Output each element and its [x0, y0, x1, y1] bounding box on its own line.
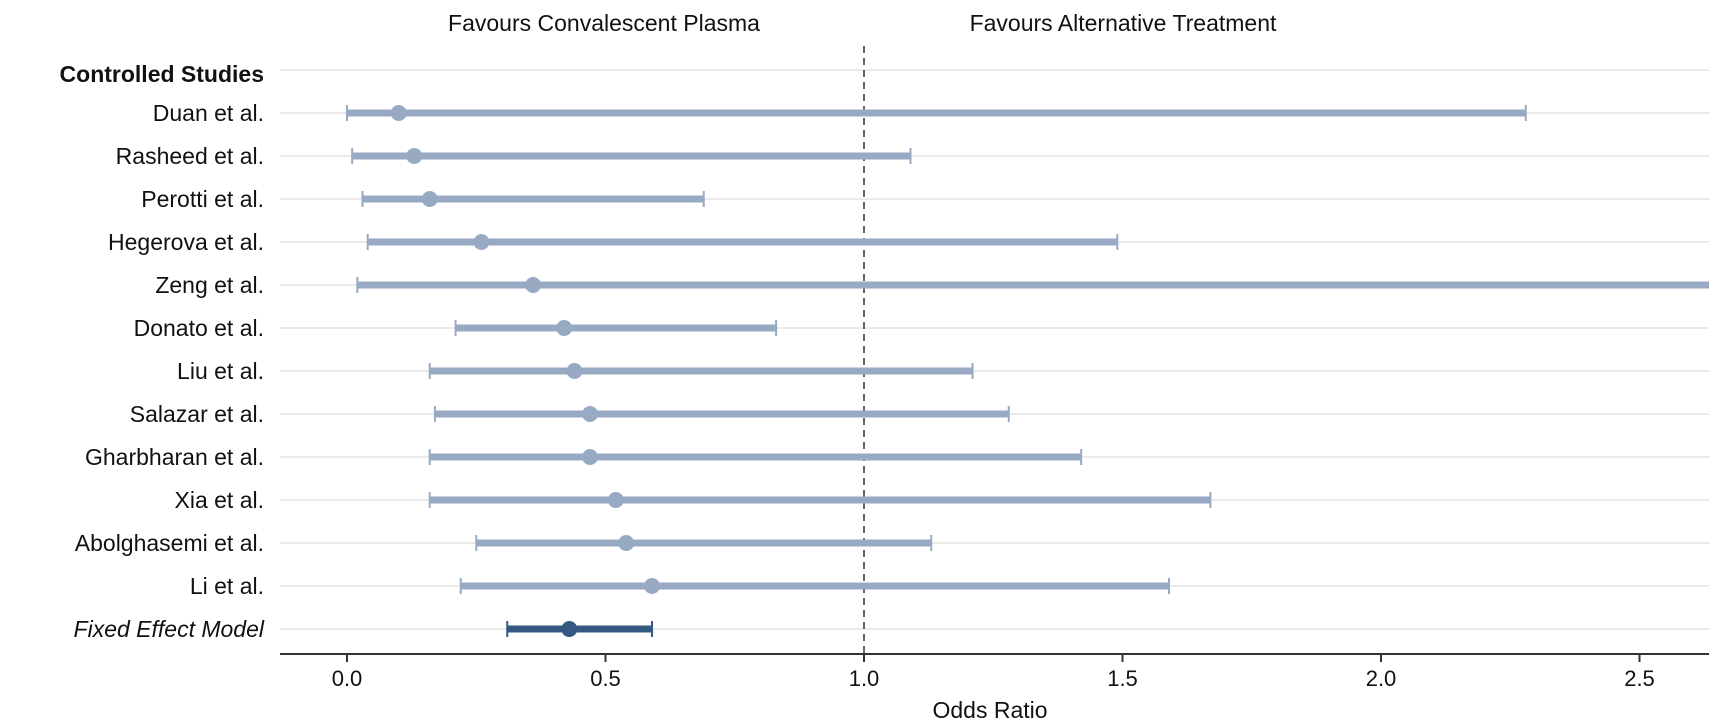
study-row: Hegerova et al.	[108, 229, 1119, 255]
point-estimate	[525, 277, 542, 293]
point-estimate	[473, 234, 490, 250]
study-label: Hegerova et al.	[108, 229, 264, 255]
point-estimate	[607, 492, 624, 508]
point-estimate	[618, 535, 635, 551]
favours-right-label: Favours Alternative Treatment	[970, 10, 1277, 36]
point-estimate	[421, 191, 438, 207]
study-label: Rasheed et al.	[116, 143, 264, 169]
x-tick-label: 1.0	[849, 666, 880, 691]
study-label: Abolghasemi et al.	[75, 530, 264, 556]
study-label: Zeng et al.	[155, 272, 264, 298]
point-estimate	[644, 578, 661, 594]
point-estimate	[406, 148, 423, 164]
x-tick-label: 0.0	[332, 666, 363, 691]
study-label: Li et al.	[190, 573, 264, 599]
study-row: Liu et al.	[177, 358, 974, 384]
point-estimate	[581, 406, 598, 422]
group-heading: Controlled Studies	[60, 61, 264, 87]
point-estimate	[561, 621, 578, 637]
study-label: Liu et al.	[177, 358, 264, 384]
study-row: Li et al.	[190, 573, 1171, 599]
point-estimate	[556, 320, 573, 336]
pooled-label: Fixed Effect Model	[74, 616, 265, 642]
study-label: Duan et al.	[153, 100, 264, 126]
study-label: Donato et al.	[134, 315, 264, 341]
study-label: Xia et al.	[175, 487, 265, 513]
x-tick-label: 2.5	[1624, 666, 1655, 691]
favours-left-label: Favours Convalescent Plasma	[448, 10, 760, 36]
x-axis: 0.0 0.5 1.0 1.5 2.0 2.5	[280, 653, 1709, 691]
pooled-estimate-row: Fixed Effect Model	[74, 616, 654, 642]
x-tick-label: 2.0	[1366, 666, 1397, 691]
x-tick-label: 0.5	[590, 666, 621, 691]
x-tick-label: 1.5	[1107, 666, 1138, 691]
study-row: Perotti et al.	[141, 186, 705, 212]
study-row: Donato et al.	[134, 315, 778, 341]
study-row: Rasheed et al.	[116, 143, 912, 169]
study-row: Duan et al.	[153, 100, 1527, 126]
point-estimate	[390, 105, 407, 121]
study-row: Xia et al.	[175, 487, 1212, 513]
study-rows: Duan et al. Rasheed et al. Perotti et al. H…	[74, 100, 1709, 642]
study-row: Gharbharan et al.	[85, 444, 1083, 470]
study-row: Salazar et al.	[130, 401, 1010, 427]
study-row: Abolghasemi et al.	[75, 530, 933, 556]
point-estimate	[566, 363, 583, 379]
point-estimate	[581, 449, 598, 465]
study-label: Salazar et al.	[130, 401, 264, 427]
study-label: Perotti et al.	[141, 186, 264, 212]
study-label: Gharbharan et al.	[85, 444, 264, 470]
x-axis-title: Odds Ratio	[932, 697, 1047, 722]
study-row: Zeng et al.	[155, 272, 1709, 298]
